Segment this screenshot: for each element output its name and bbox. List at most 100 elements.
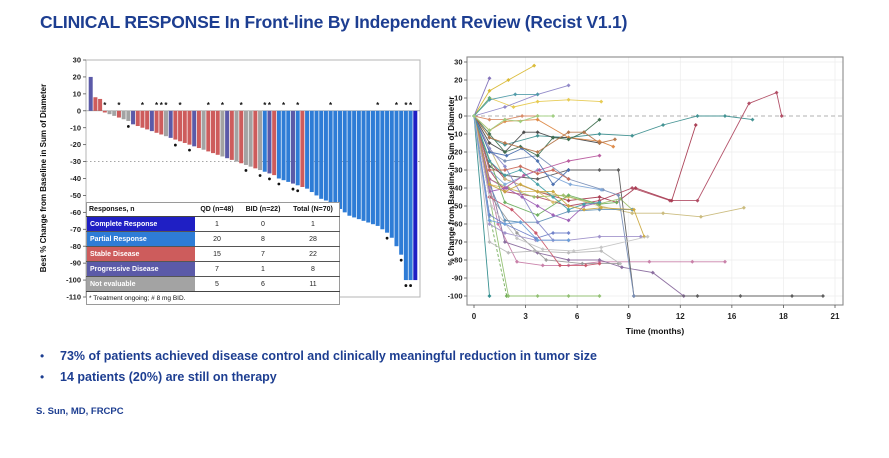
spider-series-line [473,115,554,131]
spider-series-line [473,65,535,117]
spider-point-marker [599,249,604,253]
spider-point-marker [738,294,743,298]
spider-point-marker [535,117,540,122]
waterfall-panel: 30 20 10 0 -10 -20 -30 -40 -50 -60 -70 -80 -90 -100 -1… [36,52,448,314]
bullet-dot-icon: • [40,349,45,363]
waterfall-bar [215,110,220,155]
response-value-cell: 0 [239,216,287,232]
x-tick-label: 3 [523,312,528,321]
waterfall-chart: 3020100-10-20-30-40-50-60-70-80-90-100-1… [39,56,421,302]
table-footnote-row: * Treatment ongoing; # 8 mg BID. [86,291,340,305]
spider-point-marker [487,132,492,136]
ongoing-star-marker: * [141,101,145,110]
waterfall-bar [178,110,183,142]
y-tick-label: -70 [70,225,81,234]
waterfall-bar [248,110,253,167]
y-tick-label: -30 [70,157,81,166]
ongoing-star-marker: * [263,101,267,110]
spider-point-marker [518,220,523,225]
y-tick-label: -40 [70,174,81,183]
spider-point-marker [551,200,556,205]
spider-point-marker [597,195,602,199]
spider-point-marker [661,211,666,216]
table-row: Progressive Disease 7 1 8 [86,261,340,277]
waterfall-bar [135,110,140,127]
y-tick-label: -10 [452,130,463,139]
waterfall-bar [413,110,418,281]
spider-point-marker [650,270,655,275]
waterfall-bar [375,110,380,226]
ongoing-star-marker: * [155,101,159,110]
table-header-cell: QD (n=48) [195,202,239,217]
spider-point-marker [619,265,624,270]
table-header-row: Responses, n QD (n=48) BID (n=22) Total (N=… [86,202,340,217]
x-tick-label: 6 [575,312,580,321]
ongoing-star-marker: * [296,101,300,110]
spider-point-marker [535,204,540,208]
spider-point-marker [502,117,507,122]
y-tick-label: -50 [452,202,463,211]
spider-point-marker [722,259,727,264]
response-value-cell: 7 [195,261,239,277]
bid-dot-marker [409,284,412,287]
spider-point-marker [502,168,507,172]
waterfall-bar [380,110,385,230]
spider-point-marker [509,207,514,212]
spider-point-marker [599,205,604,210]
waterfall-bar [314,110,319,196]
spider-series-line [473,115,617,216]
bid-dot-marker [126,125,130,128]
spider-point-marker [506,250,511,255]
spider-point-marker [551,182,556,187]
spider-point-marker [535,159,540,163]
spider-point-marker [487,168,492,172]
spider-point-marker [551,195,556,199]
waterfall-bar [149,110,154,132]
spider-point-marker [722,114,727,118]
waterfall-bar [262,110,267,172]
waterfall-bar [154,110,159,133]
waterfall-bar [126,110,131,121]
waterfall-bar [173,110,178,140]
spider-point-marker [790,294,795,298]
waterfall-bar [239,110,244,164]
spider-point-marker [695,114,700,118]
bid-dot-marker [296,189,300,193]
spider-point-marker [502,189,507,194]
waterfall-bar [93,97,98,111]
ongoing-star-marker: * [221,101,225,110]
waterfall-bar [187,110,192,145]
ongoing-star-marker: * [409,101,413,110]
spider-series-line [473,84,569,117]
spider-point-marker [518,119,523,124]
spider-series-line [473,115,633,223]
spider-point-marker [774,90,779,95]
y-tick-label: 0 [77,106,81,115]
spider-point-marker [618,261,623,266]
spider-series-line [473,115,635,297]
response-value-cell: 5 [195,276,239,292]
waterfall-bar [272,110,277,176]
spider-series-line [473,115,697,203]
y-tick-label: -80 [70,242,81,251]
spider-point-marker [521,130,526,135]
response-value-cell: 7 [239,246,287,262]
spider-point-marker [566,193,571,198]
spider-point-marker [537,168,542,172]
x-tick-label: 12 [676,312,685,321]
bullet-dot-icon: • [40,370,45,384]
spider-point-marker [566,258,571,262]
waterfall-bar [300,110,305,187]
y-tick-label: -20 [452,148,463,157]
spider-point-marker [535,213,540,217]
page-title: CLINICAL RESPONSE In Front-line By Indep… [40,12,628,32]
spider-point-marker [535,99,540,104]
waterfall-bar [399,110,404,255]
bid-dot-marker [404,284,408,287]
table-footnote: * Treatment ongoing; # 8 mg BID. [86,291,340,305]
waterfall-bar [319,110,324,199]
waterfall-bar [243,110,248,165]
spider-point-marker [535,189,540,194]
waterfall-bar [206,110,211,152]
waterfall-bar [385,110,390,233]
